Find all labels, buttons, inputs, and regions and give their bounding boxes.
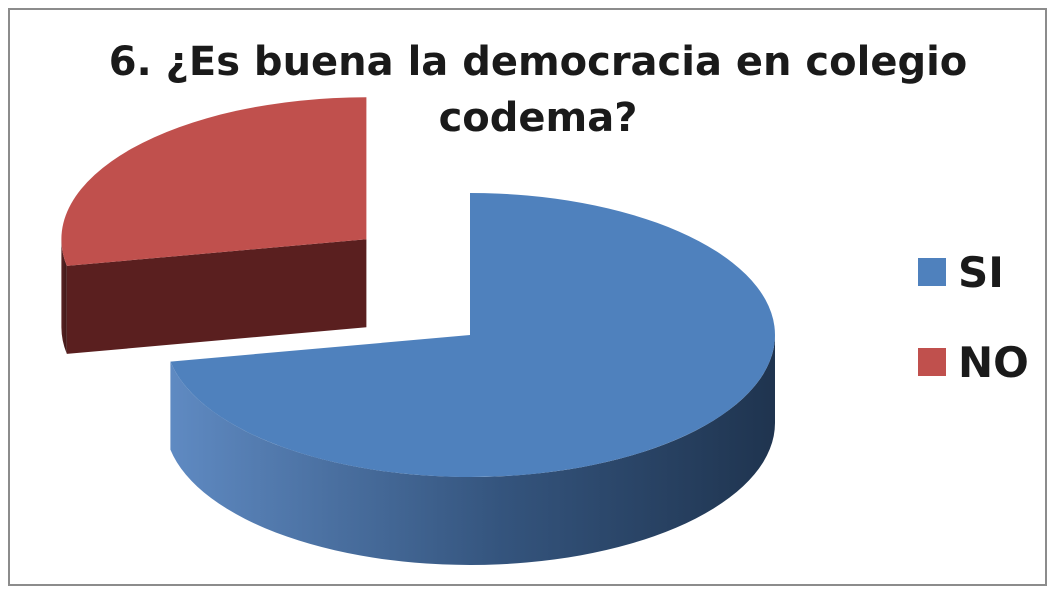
legend-label-si: SI xyxy=(958,248,1004,297)
chart-title-line-1: 6. ¿Es buena la democracia en colegio xyxy=(108,39,968,85)
legend-swatch-si xyxy=(918,258,946,286)
pie-slice-si xyxy=(170,193,776,478)
pie-tops xyxy=(61,97,776,478)
chart-title: 6. ¿Es buena la democracia en colegio co… xyxy=(0,34,1055,164)
pie-slice-side-si xyxy=(170,335,775,566)
legend: SI NO xyxy=(918,248,1029,387)
legend-label-no: NO xyxy=(958,338,1029,387)
legend-swatch-no xyxy=(918,348,946,376)
chart-title-line-2: codema? xyxy=(438,95,638,141)
pie-sides xyxy=(61,239,775,566)
pie-slice-no xyxy=(61,97,367,266)
pie-slice-cut-no-0 xyxy=(66,239,367,354)
pie-slice-side-no xyxy=(61,239,67,354)
